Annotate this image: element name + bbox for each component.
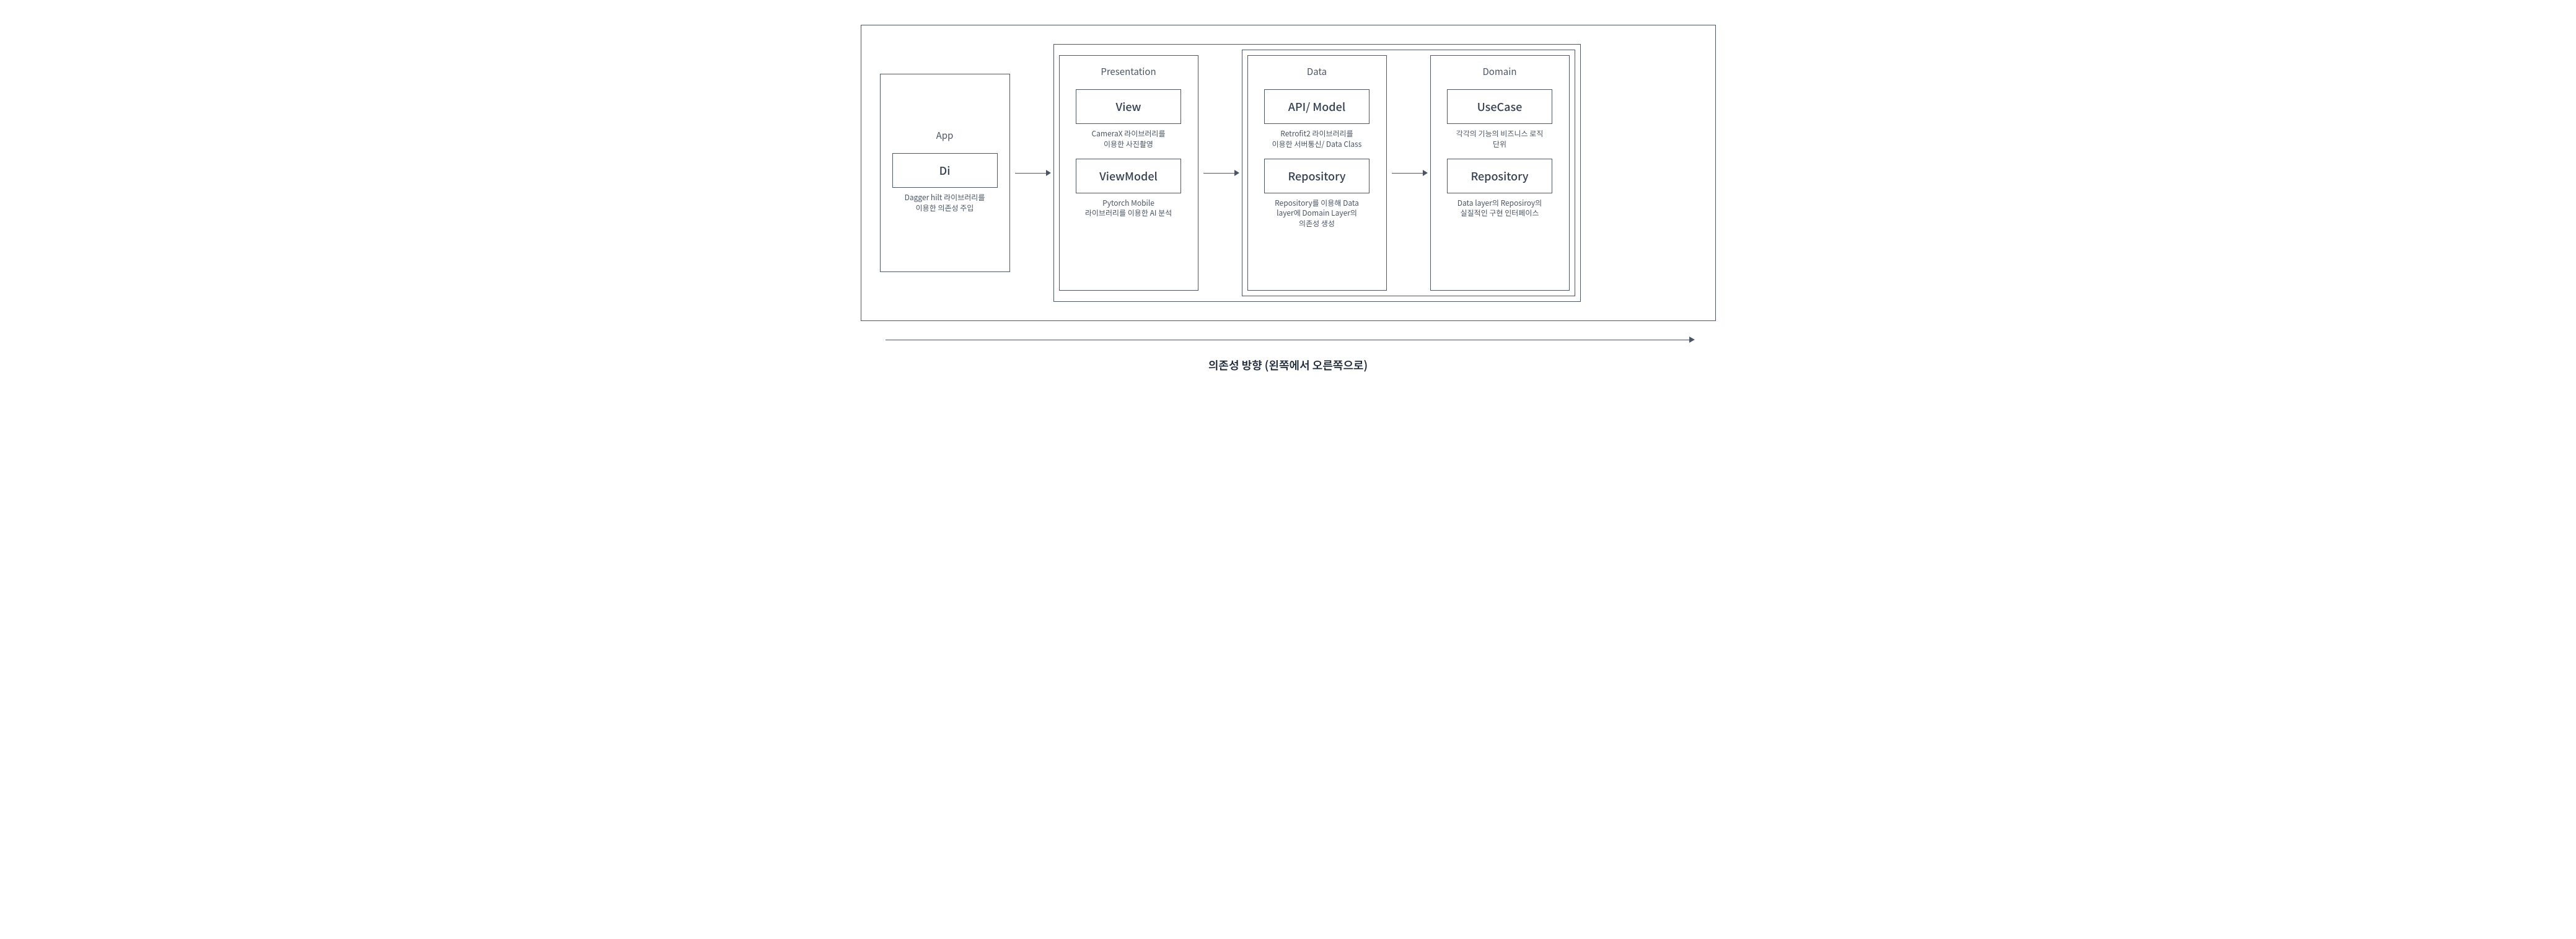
box-di: Di	[892, 153, 998, 188]
module-domain: Domain UseCase 각각의 기능의 비즈니스 로직단위 Reposit…	[1430, 55, 1570, 291]
module-data: Data API/ Model Retrofit2 라이브러리를이용한 서버통신…	[1247, 55, 1387, 291]
long-arrow-head-icon	[1689, 337, 1695, 343]
module-presentation: Presentation View CameraX 라이브러리를이용한 사진촬영…	[1059, 55, 1198, 291]
module-app: App Di Dagger hilt 라이브러리를이용한 의존성 주입	[880, 74, 1010, 272]
outer-container: App Di Dagger hilt 라이브러리를이용한 의존성 주입 Pres…	[861, 25, 1716, 321]
caption: 의존성 방향 (왼쪽에서 오른쪽으로)	[25, 357, 2551, 373]
box-viewmodel: ViewModel	[1076, 159, 1181, 193]
box-usecase-desc: 각각의 기능의 비즈니스 로직단위	[1456, 129, 1544, 150]
box-api-model-desc: Retrofit2 라이브러리를이용한 서버통신/ Data Class	[1272, 129, 1362, 150]
box-repository-domain: Repository	[1447, 159, 1552, 193]
module-title-domain: Domain	[1482, 65, 1516, 78]
diagram-row: App Di Dagger hilt 라이브러리를이용한 의존성 주입 Pres…	[880, 44, 1697, 302]
box-view-desc: CameraX 라이브러리를이용한 사진촬영	[1091, 129, 1165, 150]
module-title-data: Data	[1307, 65, 1327, 78]
nested-wrap-inner: Data API/ Model Retrofit2 라이브러리를이용한 서버통신…	[1242, 50, 1575, 296]
box-view: View	[1076, 89, 1181, 124]
module-title-presentation: Presentation	[1101, 65, 1156, 78]
arrow-presentation-to-data	[1198, 172, 1242, 174]
box-repository-data: Repository	[1264, 159, 1369, 193]
dependency-direction-arrow	[861, 333, 1716, 346]
nested-inner-flex: Presentation View CameraX 라이브러리를이용한 사진촬영…	[1059, 50, 1575, 296]
app-column: App Di Dagger hilt 라이브러리를이용한 의존성 주입	[880, 74, 1010, 272]
box-usecase: UseCase	[1447, 89, 1552, 124]
box-viewmodel-desc: Pytorch Mobile라이브러리를 이용한 AI 분석	[1085, 198, 1172, 219]
nested-inner-flex-2: Data API/ Model Retrofit2 라이브러리를이용한 서버통신…	[1247, 55, 1570, 291]
box-repository-data-desc: Repository를 이용해 Datalayer에 Domain Layer의…	[1275, 198, 1359, 229]
arrow-data-to-domain	[1387, 172, 1430, 174]
box-repository-domain-desc: Data layer의 Reposiroy의실질적인 구현 인터페이스	[1457, 198, 1542, 219]
box-di-desc: Dagger hilt 라이브러리를이용한 의존성 주입	[905, 193, 985, 214]
arrow-app-to-presentation	[1010, 172, 1053, 174]
box-api-model: API/ Model	[1264, 89, 1369, 124]
module-title-app: App	[936, 129, 954, 142]
nested-wrap-outer: Presentation View CameraX 라이브러리를이용한 사진촬영…	[1053, 44, 1581, 302]
